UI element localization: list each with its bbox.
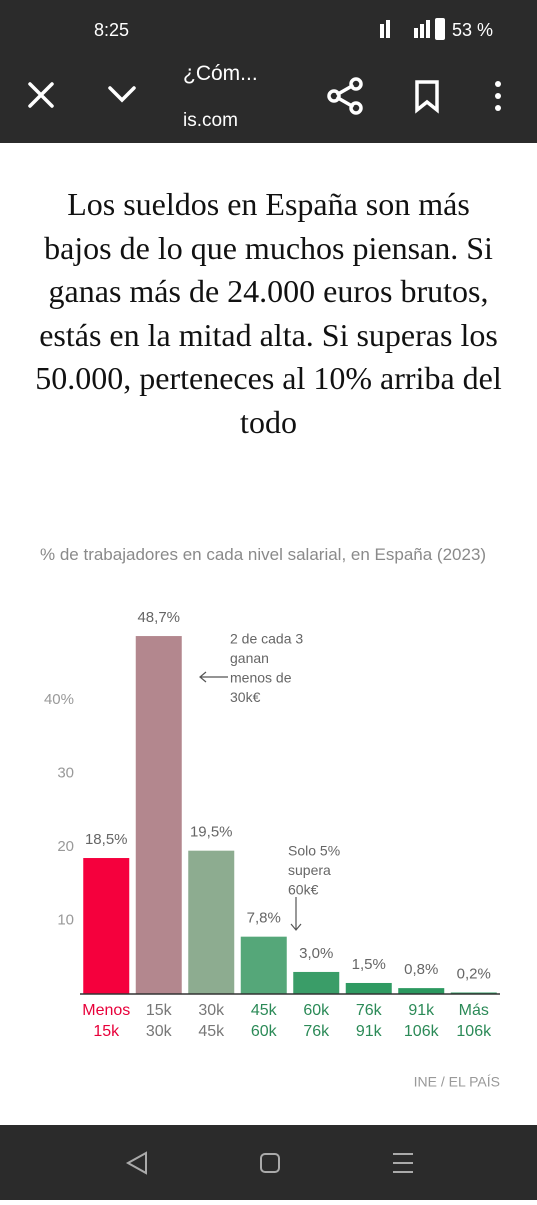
x-tick-label: Más — [459, 1002, 489, 1019]
x-tick-label: 91k — [408, 1002, 435, 1019]
value-label: 0,2% — [457, 965, 491, 982]
bar — [345, 982, 392, 994]
y-tick-label: 20 — [57, 838, 74, 855]
x-tick-label: 15k — [93, 1023, 120, 1040]
x-tick-label: 60k — [251, 1023, 278, 1040]
value-label: 7,8% — [247, 910, 281, 927]
browser-header: 8:25 53 % ¿Cóm... is.com — [0, 0, 537, 143]
x-tick-label: 45k — [198, 1023, 225, 1040]
chart-subtitle: % de trabajadores en cada nivel salarial… — [40, 545, 487, 564]
bookmark-icon[interactable] — [415, 80, 439, 114]
x-tick-label: 60k — [303, 1002, 330, 1019]
x-tick-label: 106k — [404, 1023, 440, 1040]
bar — [398, 988, 445, 994]
menu-icon[interactable] — [495, 81, 501, 111]
bar — [293, 971, 340, 994]
value-label: 18,5% — [85, 831, 128, 848]
nav-bar — [0, 1125, 537, 1200]
x-tick-label: 30k — [198, 1002, 225, 1019]
x-tick-label: 15k — [146, 1002, 173, 1019]
battery: 53 % — [452, 20, 494, 40]
y-tick-label: 30 — [57, 764, 74, 781]
annotation: Solo 5% — [288, 843, 340, 859]
status-icons — [380, 18, 445, 40]
close-icon[interactable] — [28, 82, 54, 108]
value-label: 3,0% — [299, 945, 333, 962]
annotation: 30k€ — [230, 689, 261, 705]
clock: 8:25 — [94, 20, 130, 40]
y-tick-label: 10 — [57, 911, 74, 928]
x-tick-label: 76k — [356, 1002, 383, 1019]
page-url: is.com — [183, 110, 238, 131]
back-button[interactable] — [125, 1151, 147, 1175]
icons — [28, 18, 501, 115]
bar — [135, 636, 182, 994]
share-icon[interactable] — [327, 77, 363, 115]
x-tick-label: 106k — [456, 1023, 492, 1040]
bar — [188, 850, 235, 994]
x-tick-label: 45k — [251, 1002, 278, 1019]
bar — [83, 858, 130, 994]
source: INE / EL PAÍS — [414, 1074, 500, 1090]
collapse-icon[interactable] — [108, 86, 136, 103]
recents-button[interactable] — [393, 1153, 413, 1173]
annotation: 2 de cada 3 — [230, 631, 303, 647]
x-tick-label: 30k — [146, 1023, 173, 1040]
page-title: ¿Cóm... — [183, 62, 258, 85]
annotation-arrow — [199, 671, 228, 683]
chart: 10 20 30 40% 18,5% Menos 15k 48,7% 15k 30k 19,5% 30… — [44, 609, 500, 1090]
y-tick-label: 40% — [44, 691, 74, 708]
x-tick-label: 91k — [356, 1023, 383, 1040]
annotation: 60k€ — [288, 882, 319, 898]
headline: Los sueldos en España son más bajos de l… — [35, 186, 502, 440]
home-button[interactable] — [260, 1153, 280, 1173]
value-label: 19,5% — [190, 824, 233, 841]
annotation-arrow — [290, 897, 302, 931]
x-tick-label: Menos — [82, 1002, 130, 1019]
annotation: menos de — [230, 670, 292, 686]
x-tick-label: 76k — [303, 1023, 330, 1040]
annotation: ganan — [230, 650, 269, 666]
bar — [240, 936, 287, 994]
value-label: 0,8% — [404, 961, 438, 978]
nav-icons — [125, 1151, 413, 1175]
annotation: supera — [288, 862, 331, 878]
value-label: 48,7% — [137, 609, 180, 626]
value-label: 1,5% — [352, 956, 386, 973]
